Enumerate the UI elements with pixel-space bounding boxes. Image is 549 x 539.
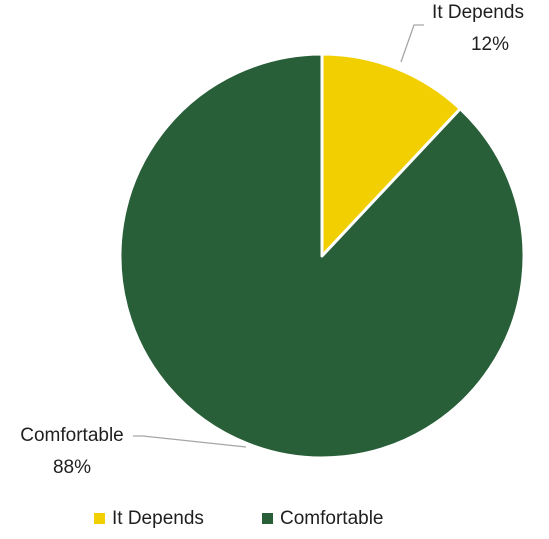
legend-swatch-it-depends xyxy=(94,513,105,524)
legend: It Depends Comfortable xyxy=(94,508,384,529)
pie-slice-comfortable xyxy=(118,52,526,460)
data-label-value-comfortable: 88% xyxy=(53,457,91,478)
leader-line-it-depends xyxy=(400,24,424,63)
leader-line-comfortable xyxy=(133,435,247,448)
legend-swatch-comfortable xyxy=(262,513,273,524)
pie-slice-it-depends xyxy=(320,52,462,258)
pie-slices xyxy=(118,52,526,460)
data-label-name-it-depends: It Depends xyxy=(432,2,524,23)
data-label-value-it-depends: 12% xyxy=(471,34,509,55)
data-label-name-comfortable: Comfortable xyxy=(20,425,124,446)
data-labels: It Depends 12% Comfortable 88% xyxy=(20,2,524,478)
leader-lines xyxy=(133,24,424,448)
legend-label-it-depends: It Depends xyxy=(112,508,204,529)
legend-label-comfortable: Comfortable xyxy=(280,508,384,529)
